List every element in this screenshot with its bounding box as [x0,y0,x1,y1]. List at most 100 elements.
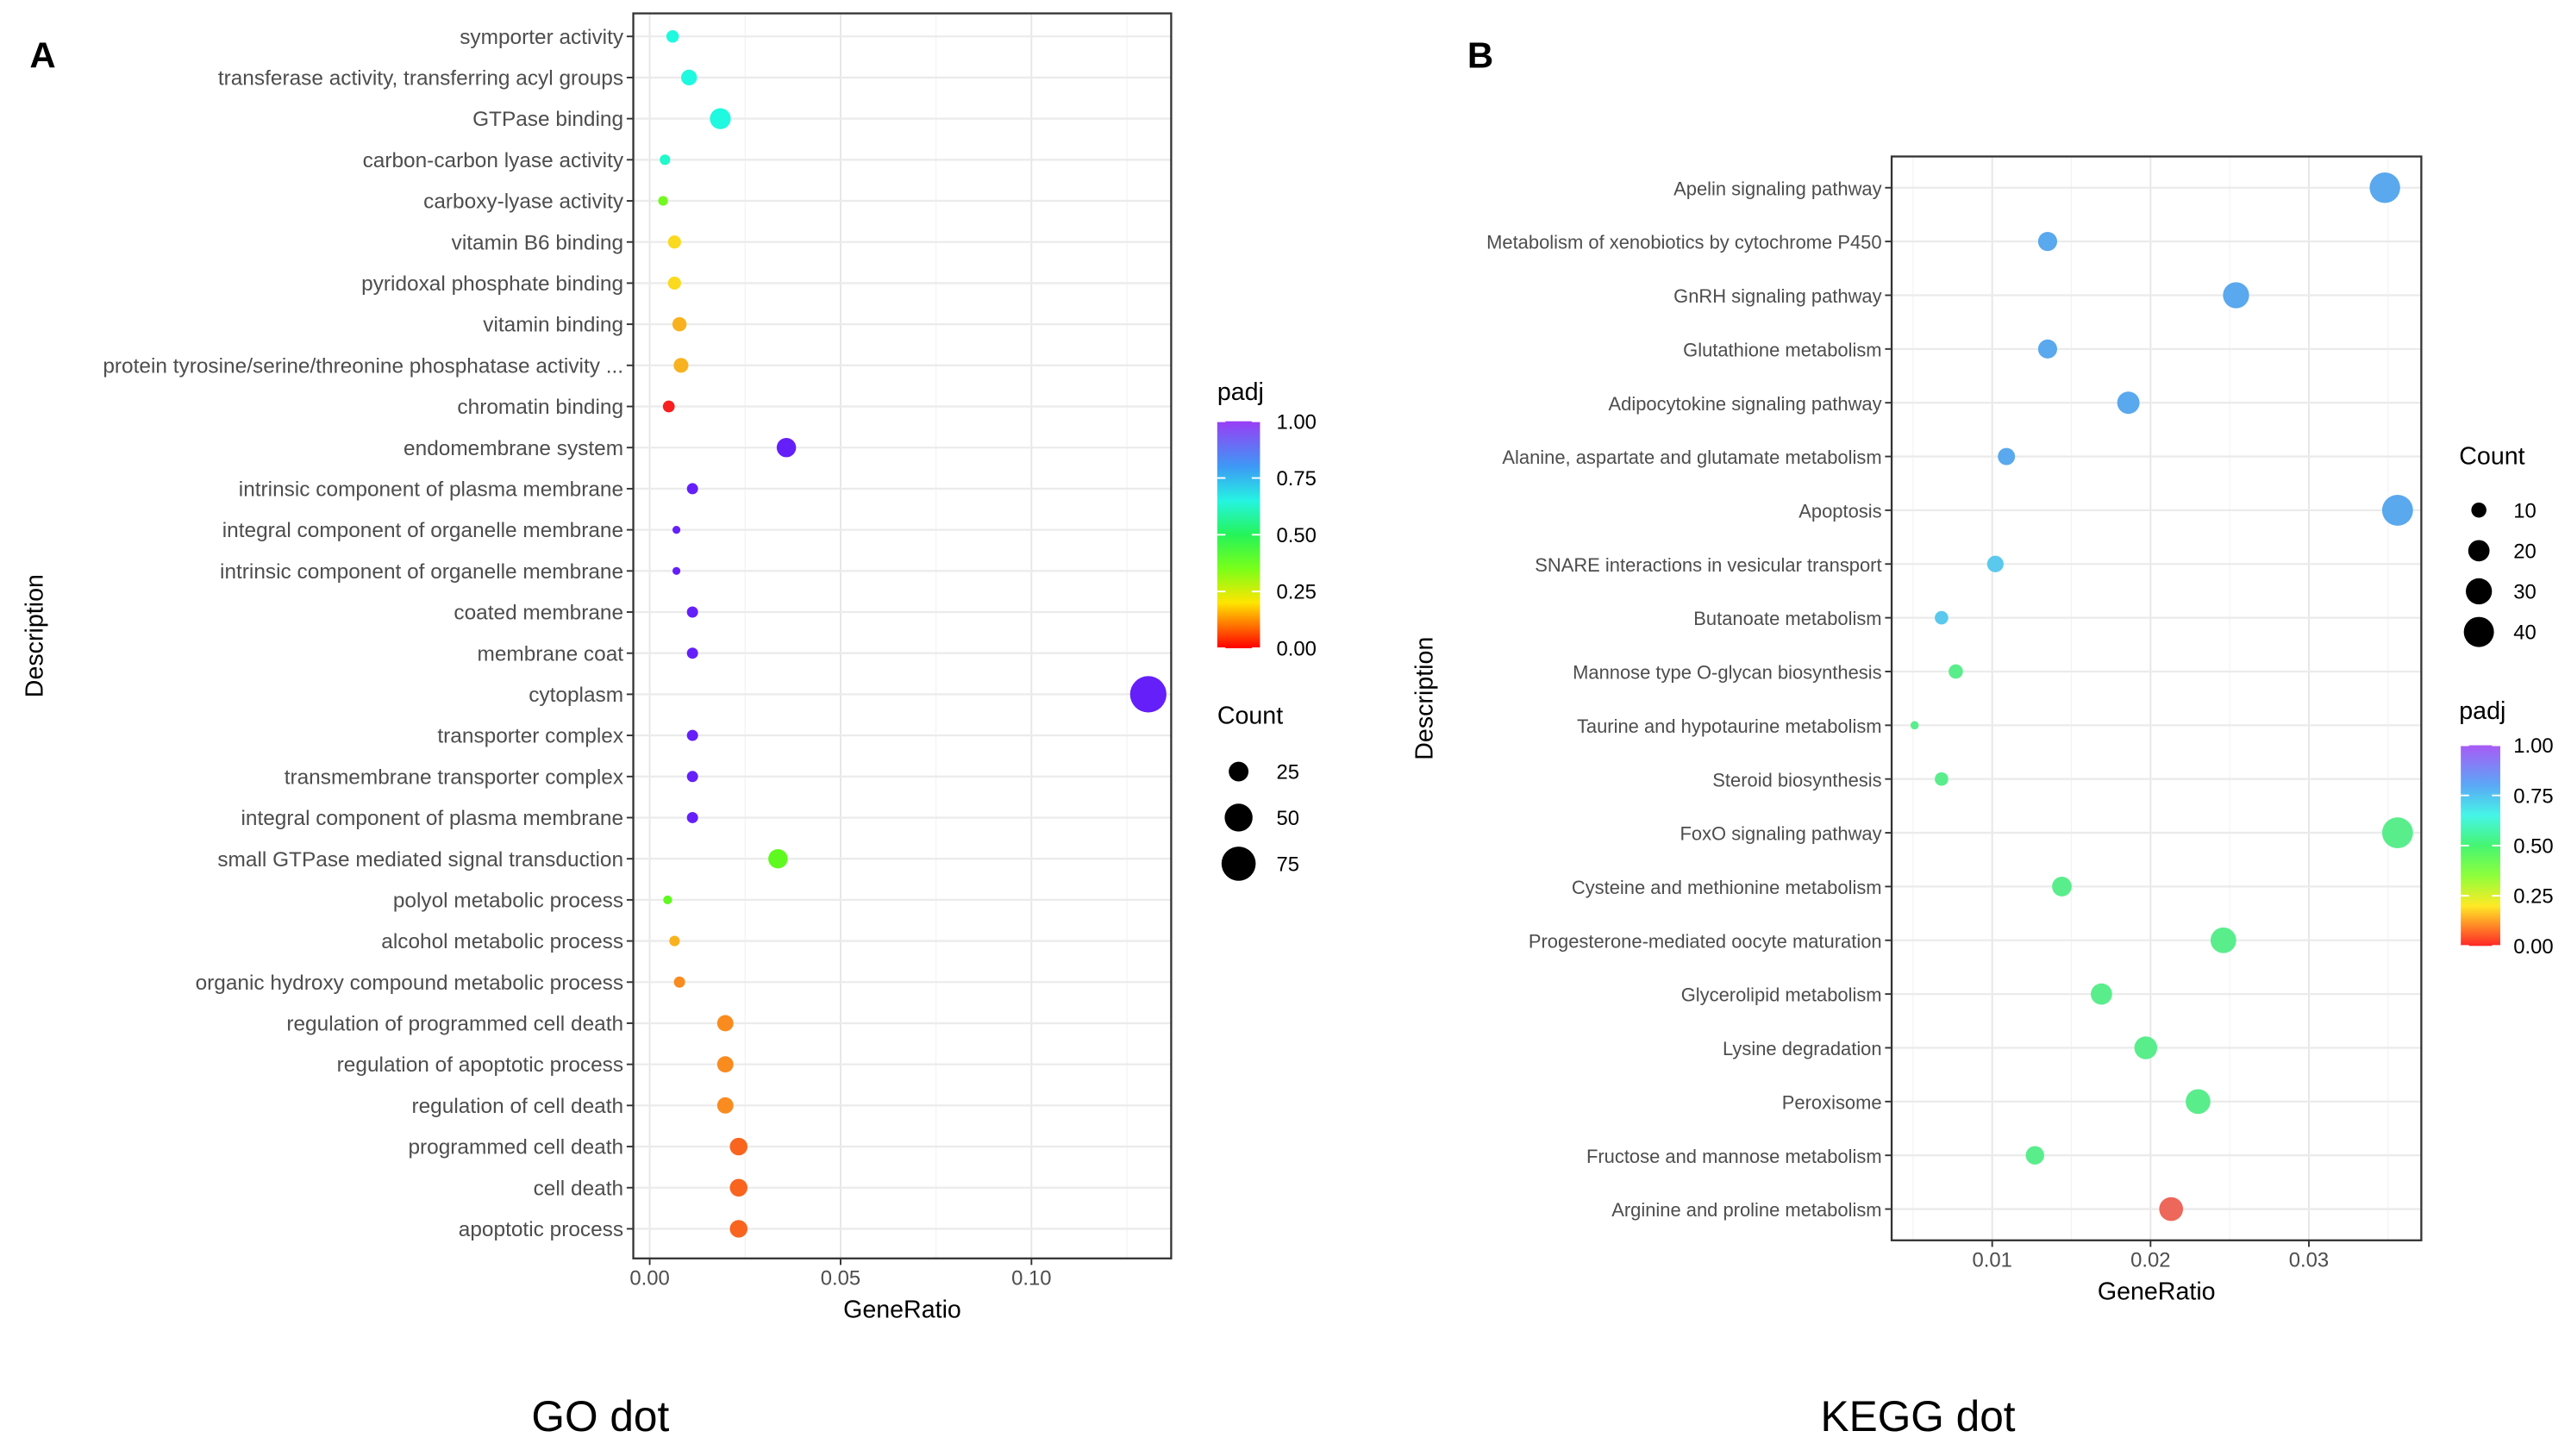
color-legend-label: 0.50 [2513,834,2553,858]
data-point [2210,927,2236,953]
go-dot-plot: symporter activity transferase activity, … [22,12,1317,1323]
data-point [1949,664,1963,679]
size-legend-label: 50 [1277,807,1300,830]
data-point [672,526,681,534]
y-tick-label: coated membrane [454,602,623,625]
x-tick-label: 0.01 [1972,1248,2011,1272]
y-tick-label: protein tyrosine/serine/threonine phosph… [103,354,623,378]
y-tick-label: cytoplasm [529,684,623,707]
y-tick-label: Cysteine and methionine metabolism [1572,877,1882,898]
x-tick-label: 0.02 [2130,1248,2170,1272]
data-point [729,1220,748,1238]
y-tick-label: transferase activity, transferring acyl … [218,67,623,91]
y-tick-label: endomembrane system [403,437,623,460]
data-point [2159,1197,2184,1222]
y-tick-label: Lysine degradation [1723,1038,1882,1059]
y-tick-label: transporter complex [437,725,623,748]
panel-label-b: B [1467,34,1493,75]
data-point [663,895,672,904]
size-legend-label: 25 [1277,761,1300,784]
y-tick-label: cell death [534,1177,623,1200]
y-tick-label: FoxO signaling pathway [1680,823,1881,845]
color-legend-label: 0.25 [1277,581,1317,604]
data-point [686,483,698,495]
size-legend-title: Count [2459,442,2524,470]
size-legend-label: 10 [2513,499,2537,522]
y-tick-label: Adipocytokine signaling pathway [1609,393,1882,415]
data-point [673,976,685,988]
data-point [667,235,681,249]
y-tick-label: regulation of programmed cell death [286,1013,623,1036]
y-tick-label: Mannose type O-glycan biosynthesis [1573,662,1882,684]
y-tick-label: Glycerolipid metabolism [1681,984,1882,1006]
color-legend-label: 0.00 [1277,638,1317,661]
size-legend-dot [1229,761,1249,782]
y-tick-label: regulation of apoptotic process [337,1053,623,1077]
data-point [686,606,698,618]
y-tick-label: Metabolism of xenobiotics by cytochrome … [1486,232,1881,253]
y-tick-label: GTPase binding [472,108,623,131]
data-point [2223,282,2249,309]
data-point [686,647,698,659]
data-point [716,1097,734,1114]
y-axis-title: Description [1411,637,1439,760]
y-tick-label: transmembrane transporter complex [285,765,623,789]
caption-go-dot: GO dot [531,1392,669,1440]
y-tick-label: symporter activity [460,26,624,49]
data-point [2037,232,2058,252]
size-legend-label: 40 [2513,622,2537,645]
panel-label-a: A [29,34,55,75]
data-point [2052,877,2072,897]
y-tick-label: Taurine and hypotaurine metabolism [1577,716,1882,737]
color-legend-label: 1.00 [1277,410,1317,434]
x-tick-label: 0.05 [821,1266,860,1290]
color-legend-label: 0.25 [2513,885,2553,909]
y-tick-label: apoptotic process [459,1218,623,1241]
y-tick-label: Arginine and proline metabolism [1611,1199,1881,1221]
data-point [686,812,698,823]
y-tick-label: Apelin signaling pathway [1673,178,1882,199]
data-point [1129,676,1167,713]
y-tick-label: Progesterone-mediated oocyte maturation [1529,930,1882,952]
y-tick-label: Butanoate metabolism [1693,608,1881,629]
size-legend-label: 20 [2513,540,2537,563]
y-tick-label: small GTPase mediated signal transductio… [217,848,623,872]
y-tick-label: Peroxisome [1782,1091,1882,1113]
data-point [2037,339,2058,359]
data-point [2186,1089,2211,1115]
caption-kegg-dot: KEGG dot [1821,1392,2016,1440]
data-point [2117,391,2140,415]
y-tick-label: membrane coat [478,642,624,666]
y-tick-label: programmed cell death [408,1136,623,1159]
data-point [1986,555,2004,572]
color-legend-label: 1.00 [2513,734,2553,758]
x-tick-label: 0.10 [1011,1266,1051,1290]
kegg-dot-plot: Apelin signaling pathway Metabolism of xe… [1411,155,2554,1305]
data-point [768,848,788,869]
size-legend-dot [2471,502,2487,518]
size-legend-label: 30 [2513,581,2537,604]
color-legend-label: 0.75 [2513,784,2553,808]
color-legend-label: 0.50 [1277,524,1317,547]
y-tick-label: SNARE interactions in vesicular transpor… [1535,554,1881,576]
data-point [660,154,671,166]
data-point [729,1137,748,1156]
color-legend-title: padj [2459,697,2505,725]
y-tick-label: intrinsic component of plasma membrane [239,478,623,501]
y-tick-label: Glutathione metabolism [1683,339,1881,360]
data-point [1935,772,1949,786]
size-legend-dot [1224,803,1253,832]
y-tick-label: integral component of organelle membrane [222,519,623,542]
y-tick-label: Alanine, aspartate and glutamate metabol… [1502,447,1881,468]
y-axis-title: Description [22,574,49,697]
data-point [681,69,697,86]
size-legend-dot [2468,540,2490,562]
data-point [2381,494,2413,526]
y-tick-label: organic hydroxy compound metabolic proce… [196,972,624,995]
data-point [729,1178,748,1197]
size-legend-dot [1221,847,1256,881]
data-point [669,935,680,947]
data-point [776,437,797,458]
data-point [716,1056,734,1073]
